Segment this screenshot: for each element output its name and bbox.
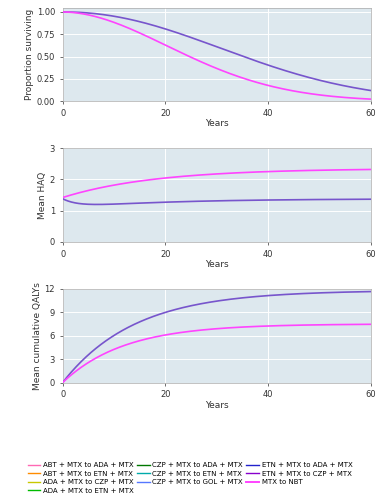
X-axis label: Years: Years: [205, 260, 228, 269]
Y-axis label: Mean cumulative QALYs: Mean cumulative QALYs: [33, 282, 42, 390]
X-axis label: Years: Years: [205, 400, 228, 409]
Y-axis label: Proportion surviving: Proportion surviving: [25, 8, 34, 100]
Legend: ABT + MTX to ADA + MTX, ABT + MTX to ETN + MTX, ADA + MTX to CZP + MTX, ADA + MT: ABT + MTX to ADA + MTX, ABT + MTX to ETN…: [25, 460, 355, 496]
Y-axis label: Mean HAQ: Mean HAQ: [38, 172, 47, 218]
X-axis label: Years: Years: [205, 120, 228, 128]
